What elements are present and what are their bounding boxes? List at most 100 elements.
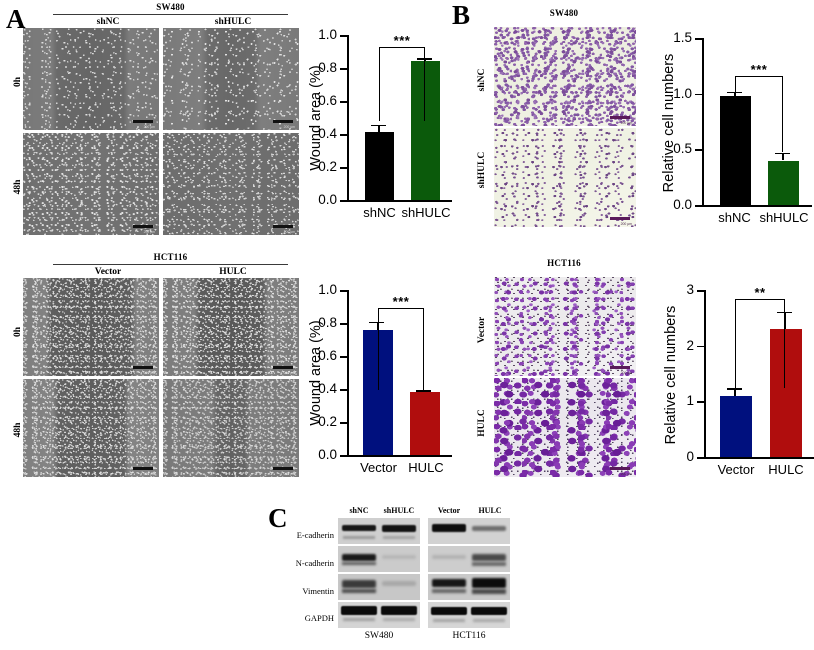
x-tick-label: HULC <box>408 460 444 475</box>
significance-bracket <box>379 47 425 121</box>
y-tick <box>340 290 347 292</box>
scale-bar <box>610 217 630 220</box>
y-axis-label: Wound area (%) <box>308 65 324 171</box>
blot-vimentin-sw480 <box>338 574 420 600</box>
error-cap-shnc <box>371 124 386 127</box>
y-tick <box>340 167 347 169</box>
panel-a-top-row-2: 48h <box>13 179 23 195</box>
y-tick-label: 0.5 <box>673 141 692 157</box>
panel-c-lane-label-4: HULC <box>478 506 502 515</box>
wound-image-hct116-hulc-0h: 200 µm <box>163 278 299 376</box>
y-tick <box>340 356 347 358</box>
y-tick-label: 1 <box>686 393 694 409</box>
scale-bar-label: 200 µm <box>283 472 295 476</box>
blot-band-faint <box>382 555 416 559</box>
blot-gapdh-hct116 <box>428 602 510 628</box>
panel-b-bottom-cellline: HCT116 <box>547 258 581 268</box>
y-tick <box>695 93 702 96</box>
y-axis-label: Relative cell numbers <box>661 53 677 193</box>
panel-a-bottom-row-1: 0h <box>13 326 23 338</box>
panel-a-bottom-col-1: Vector <box>94 267 122 277</box>
blot-band-faint <box>472 589 506 594</box>
y-tick <box>340 200 347 202</box>
significance-label: ** <box>754 285 766 300</box>
panel-a-top-col-1: shNC <box>96 17 120 27</box>
error-cap-shhulc <box>775 152 790 155</box>
wound-image-sw480-shnc-0h: 200 µm <box>23 28 159 130</box>
panel-b-top-cellline: SW480 <box>549 8 579 18</box>
blot-band-faint <box>343 618 375 621</box>
scale-bar-label: 200 µm <box>620 371 632 375</box>
panel-b-bottom-row-2: HULC <box>477 409 487 437</box>
wound-image-hct116-vector-0h: 200 µm <box>23 278 159 376</box>
blot-ecadherin-hct116 <box>428 518 510 544</box>
blot-band-faint <box>382 581 416 586</box>
y-tick-label: 0.0 <box>318 192 337 207</box>
transwell-image-sw480-shnc: 200 µm <box>494 27 636 126</box>
y-tick <box>697 345 704 348</box>
panel-letter-c: C <box>268 503 288 533</box>
y-tick-label: 0.4 <box>318 126 337 141</box>
y-tick-label: 0.0 <box>318 447 337 462</box>
y-tick <box>695 38 702 40</box>
wound-image-hct116-hulc-48h: 200 µm <box>163 379 299 477</box>
micro-field <box>163 379 299 477</box>
y-axis <box>704 290 706 457</box>
y-tick-label: 0.0 <box>673 197 692 212</box>
blot-band-faint <box>432 589 466 593</box>
x-tick-label: Vector <box>717 462 755 477</box>
chart-b-hct116: 3 2 1 0 Relative cell numbers ** Vector … <box>652 272 814 484</box>
scale-bar-label: 200 µm <box>620 472 632 476</box>
panel-b-top-row-1: shNC <box>477 68 487 92</box>
x-axis <box>702 205 812 207</box>
y-tick-label: 1.0 <box>318 282 337 297</box>
blot-gapdh-sw480 <box>338 602 420 628</box>
panel-a-bottom-col-2: HULC <box>219 267 247 277</box>
significance-label: *** <box>393 33 411 48</box>
scale-bar-label: 200 µm <box>283 125 295 129</box>
blot-band <box>342 525 376 531</box>
micro-field <box>23 278 159 376</box>
y-axis <box>347 35 349 200</box>
scale-bar-label: 200 µm <box>283 371 295 375</box>
panel-c-lane-label-2: shHULC <box>383 506 415 515</box>
wound-image-sw480-shhulc-48h: 200 µm <box>163 133 299 235</box>
error-cap-shnc <box>727 91 742 94</box>
x-tick-label: Vector <box>360 460 397 475</box>
y-tick <box>697 401 704 403</box>
y-axis-label: Wound area (%) <box>308 320 324 426</box>
bar-hulc <box>410 392 440 455</box>
error-cap-vector <box>369 321 384 324</box>
scale-bar-label: 200 µm <box>143 230 155 234</box>
micro-field <box>163 278 299 376</box>
y-tick-label: 0.6 <box>318 93 337 108</box>
scale-bar <box>133 225 153 228</box>
blot-ecadherin-sw480 <box>338 518 420 544</box>
panel-a-bottom-row-2: 48h <box>13 422 23 438</box>
blot-band-faint <box>473 619 505 622</box>
chart-a-hct116: 1.0 0.8 0.6 0.4 0.2 0.0 Wound area (%) *… <box>305 278 455 483</box>
blot-band <box>342 554 376 561</box>
error-cap-vector <box>727 388 742 390</box>
y-tick-label: 3 <box>686 282 694 297</box>
panel-c-protein-label-1: E-cadherin <box>296 530 334 540</box>
panel-letter-b: B <box>452 0 471 30</box>
y-axis <box>347 290 349 455</box>
blot-band <box>432 579 466 587</box>
chart-b-sw480: 1.5 1.0 0.5 0.0 Relative cell numbers **… <box>652 20 812 235</box>
y-tick-label: 1.0 <box>318 27 337 42</box>
significance-label: *** <box>750 62 768 77</box>
micro-field <box>163 133 299 235</box>
micro-field <box>23 28 159 130</box>
y-tick <box>695 149 702 151</box>
scale-bar-label: 200 µm <box>143 125 155 129</box>
blot-ncadherin-sw480 <box>338 546 420 572</box>
blot-band-faint <box>342 562 376 565</box>
blot-band <box>341 606 377 615</box>
blot-band-faint <box>383 618 415 621</box>
blot-band <box>342 580 376 588</box>
panel-a-top-col-2: shHULC <box>214 17 252 27</box>
scale-bar-label: 200 µm <box>143 371 155 375</box>
error-bar-shhulc <box>782 153 784 161</box>
